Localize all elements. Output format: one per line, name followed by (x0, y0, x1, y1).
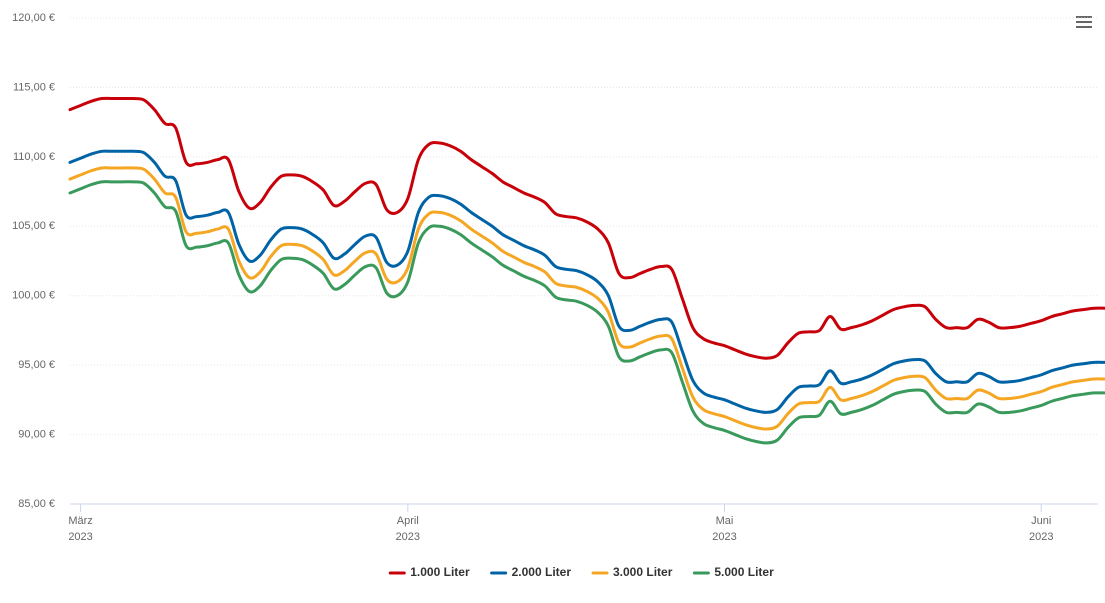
x-tick-label-line: Mai (716, 515, 734, 527)
series-line (68, 96, 1105, 360)
y-tick-label: 85,00 € (18, 498, 55, 510)
menu-bar (1076, 21, 1092, 23)
y-tick-label: 100,00 € (12, 290, 55, 302)
legend-label: 5.000 Liter (714, 565, 774, 579)
y-tick-label: 105,00 € (12, 220, 55, 232)
legend-item[interactable]: 1.000 Liter (388, 565, 470, 579)
y-tick-label: 90,00 € (18, 428, 55, 440)
x-tick-label: März 2023 (68, 515, 92, 543)
legend-item[interactable]: 2.000 Liter (490, 565, 572, 579)
legend-label: 2.000 Liter (512, 565, 572, 579)
legend-label: 1.000 Liter (410, 565, 470, 579)
legend-item[interactable]: 5.000 Liter (692, 565, 774, 579)
x-tick-label-line: März (68, 515, 92, 527)
x-tick-label-line: April (397, 515, 419, 527)
x-tick-label-line: 2023 (1029, 531, 1053, 543)
legend-label: 3.000 Liter (613, 565, 673, 579)
series-line (68, 149, 1105, 414)
menu-bar (1076, 26, 1092, 28)
series-line (68, 166, 1105, 431)
menu-button[interactable] (1072, 12, 1096, 32)
x-tick-label-line: 2023 (68, 531, 92, 543)
series-line (68, 180, 1105, 445)
x-tick-label: April 2023 (396, 515, 420, 543)
x-tick-label-line: Juni (1031, 515, 1051, 527)
y-tick-label: 110,00 € (13, 151, 55, 163)
y-tick-label: 95,00 € (18, 359, 55, 371)
menu-bar (1076, 16, 1092, 18)
legend-item[interactable]: 3.000 Liter (591, 565, 673, 579)
y-tick-label: 120,00 € (12, 12, 55, 24)
legend: 1.000 Liter 2.000 Liter 3.000 Liter 5.000 L… (388, 565, 774, 579)
x-tick-label-line: 2023 (712, 531, 736, 543)
x-tick-label: Juni 2023 (1029, 515, 1053, 543)
y-tick-label: 115,00 € (13, 81, 55, 93)
x-tick-label-line: 2023 (396, 531, 420, 543)
x-tick-label: Mai 2023 (712, 515, 736, 543)
